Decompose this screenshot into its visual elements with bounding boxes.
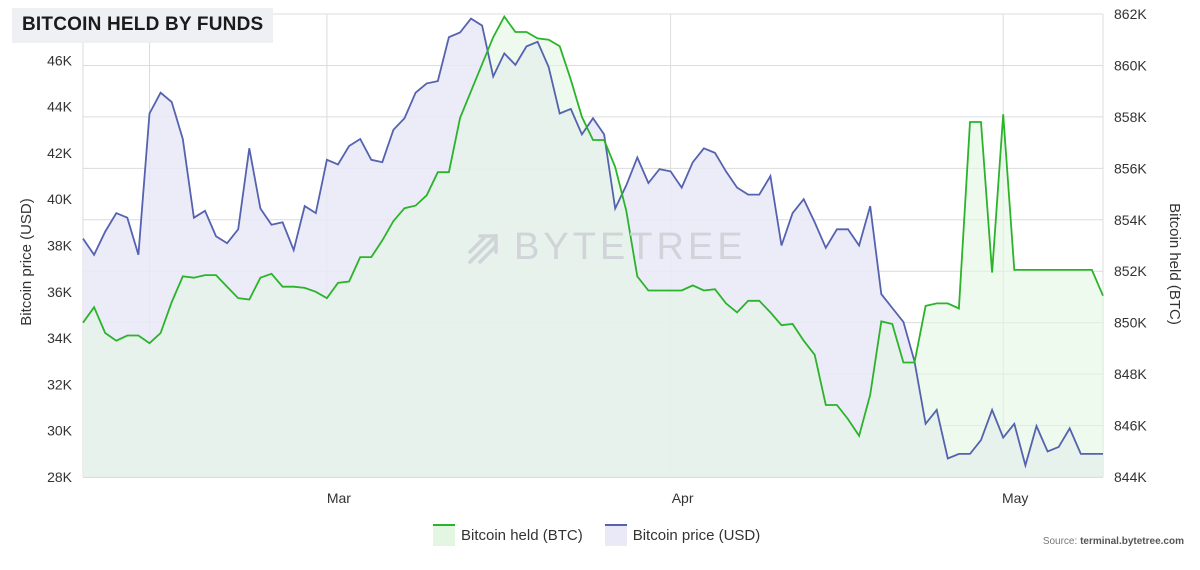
right-axis-ticks: 844K 846K 848K 850K 852K 854K 856K 858K 860K 862K <box>1114 6 1147 485</box>
source-note: Source: terminal.bytetree.com <box>1043 536 1184 547</box>
left-axis-ticks: 28K 30K 32K 34K 36K 38K 40K 42K 44K 46K <box>47 52 73 485</box>
held-area <box>83 16 1103 477</box>
legend-label-price: Bitcoin price (USD) <box>632 526 761 544</box>
left-tick-label: 42K <box>47 145 73 161</box>
left-tick-label: 46K <box>47 52 73 68</box>
legend-swatch-price <box>604 524 627 546</box>
legend-label-held: Bitcoin held (BTC) <box>461 526 583 544</box>
x-axis-ticks: Mar Apr May <box>327 490 1029 506</box>
legend-item-price[interactable]: Bitcoin price (USD) <box>604 524 761 546</box>
right-tick-label: 860K <box>1114 57 1147 73</box>
x-tick-label: Mar <box>327 490 351 506</box>
chart-title: BITCOIN HELD BY FUNDS <box>12 8 274 43</box>
right-tick-label: 854K <box>1114 212 1147 228</box>
legend-item-held[interactable]: Bitcoin held (BTC) <box>433 524 583 546</box>
left-tick-label: 44K <box>47 99 73 115</box>
right-tick-label: 848K <box>1114 366 1147 382</box>
left-tick-label: 30K <box>47 423 73 439</box>
legend-swatch-held <box>433 524 455 546</box>
held-series-line <box>82 14 1104 438</box>
legend: Bitcoin held (BTC) Bitcoin price (USD) <box>433 524 782 546</box>
watermark: BYTETREE <box>466 226 747 269</box>
price-series-line <box>82 17 1103 469</box>
left-tick-label: 40K <box>47 191 73 207</box>
source-prefix: Source: <box>1042 536 1081 547</box>
right-tick-label: 852K <box>1114 263 1147 279</box>
left-tick-label: 28K <box>47 469 73 485</box>
left-tick-label: 36K <box>47 284 73 300</box>
right-tick-label: 862K <box>1114 6 1147 22</box>
right-tick-label: 856K <box>1114 160 1147 176</box>
right-tick-label: 846K <box>1114 418 1147 434</box>
left-tick-label: 34K <box>47 330 73 346</box>
left-tick-label: 32K <box>47 376 73 392</box>
right-tick-label: 850K <box>1114 315 1147 331</box>
y-axis-label-right: Bitcoin held (BTC) <box>1166 203 1183 325</box>
x-tick-label: May <box>1002 490 1028 506</box>
right-tick-label: 844K <box>1114 469 1147 485</box>
bytetree-logo-icon <box>468 233 498 264</box>
watermark-text: BYTETREE <box>514 226 747 268</box>
left-tick-label: 38K <box>47 238 73 254</box>
right-tick-label: 858K <box>1114 109 1147 125</box>
source-link[interactable]: terminal.bytetree.com <box>1080 536 1184 547</box>
y-axis-label-left: Bitcoin price (USD) <box>18 198 35 326</box>
x-tick-label: Apr <box>672 490 694 506</box>
